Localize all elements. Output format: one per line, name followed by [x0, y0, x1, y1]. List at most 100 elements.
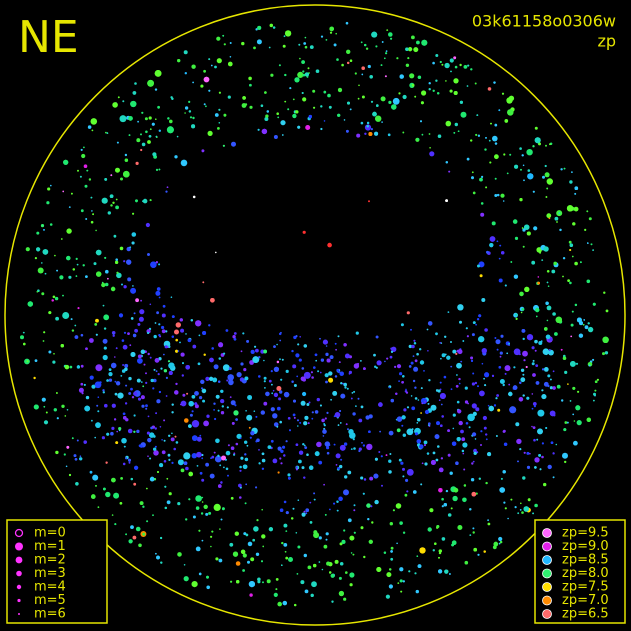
star [270, 370, 273, 373]
star [128, 134, 131, 137]
star [504, 119, 509, 123]
star [228, 367, 232, 371]
star [33, 376, 36, 380]
star [587, 326, 594, 333]
star [416, 422, 419, 424]
star [64, 364, 70, 370]
star [578, 333, 584, 338]
star [208, 324, 211, 327]
legend-label: m=1 [34, 539, 66, 554]
star [213, 402, 216, 405]
star [115, 260, 119, 264]
star [201, 387, 203, 390]
star [298, 43, 301, 46]
star [279, 332, 282, 336]
star [129, 344, 132, 347]
star [84, 184, 88, 188]
star [255, 552, 260, 556]
star [349, 572, 355, 578]
star [324, 441, 330, 447]
star [75, 482, 79, 486]
star [113, 234, 117, 238]
star [215, 251, 217, 254]
star [508, 343, 510, 345]
star [240, 350, 243, 353]
star [313, 530, 318, 534]
star [311, 581, 317, 588]
star [101, 197, 108, 204]
star [582, 323, 585, 326]
star [471, 333, 475, 337]
star [181, 374, 184, 377]
star [559, 228, 562, 232]
star [80, 364, 84, 368]
star [225, 450, 231, 456]
star [339, 464, 343, 469]
star [401, 381, 404, 384]
star [273, 422, 279, 427]
star [404, 493, 408, 497]
star [296, 375, 299, 378]
star [156, 555, 160, 560]
star [470, 139, 473, 142]
star [394, 365, 397, 368]
star [321, 418, 325, 423]
star [483, 377, 485, 380]
star [282, 44, 286, 48]
star [476, 318, 480, 321]
star [108, 372, 113, 377]
star [471, 462, 474, 465]
star [174, 155, 178, 159]
star [446, 355, 451, 360]
star [180, 159, 188, 167]
star [386, 572, 392, 578]
star [83, 146, 85, 149]
star [564, 370, 568, 374]
star [522, 394, 525, 397]
star [110, 204, 113, 207]
star [399, 521, 403, 525]
star [85, 218, 88, 220]
star [569, 243, 574, 247]
star [308, 401, 311, 404]
star [121, 283, 123, 286]
star [455, 352, 458, 355]
star [547, 374, 551, 378]
star [400, 323, 404, 327]
star [337, 467, 340, 470]
star [234, 531, 239, 536]
star [199, 396, 203, 400]
star [263, 401, 268, 406]
star [400, 590, 403, 593]
star [493, 81, 496, 84]
star [285, 530, 288, 532]
star [308, 465, 314, 471]
star [292, 364, 297, 369]
star [453, 56, 457, 60]
star [148, 116, 152, 120]
star [263, 376, 267, 380]
star [435, 458, 439, 462]
star [150, 426, 153, 430]
star [161, 439, 163, 441]
star [195, 546, 201, 552]
star [554, 332, 558, 336]
star [242, 96, 246, 100]
legend-symbol [14, 528, 24, 538]
star [41, 292, 45, 296]
star [574, 186, 579, 190]
star [574, 303, 578, 307]
star [256, 39, 262, 45]
star [47, 187, 51, 191]
star [80, 148, 83, 151]
star [481, 362, 484, 365]
star [328, 371, 333, 376]
star [154, 427, 157, 430]
star [46, 201, 50, 205]
star [413, 47, 419, 53]
star [403, 408, 407, 412]
star [66, 228, 72, 234]
star [523, 506, 530, 512]
star [494, 194, 498, 197]
star [569, 400, 572, 402]
